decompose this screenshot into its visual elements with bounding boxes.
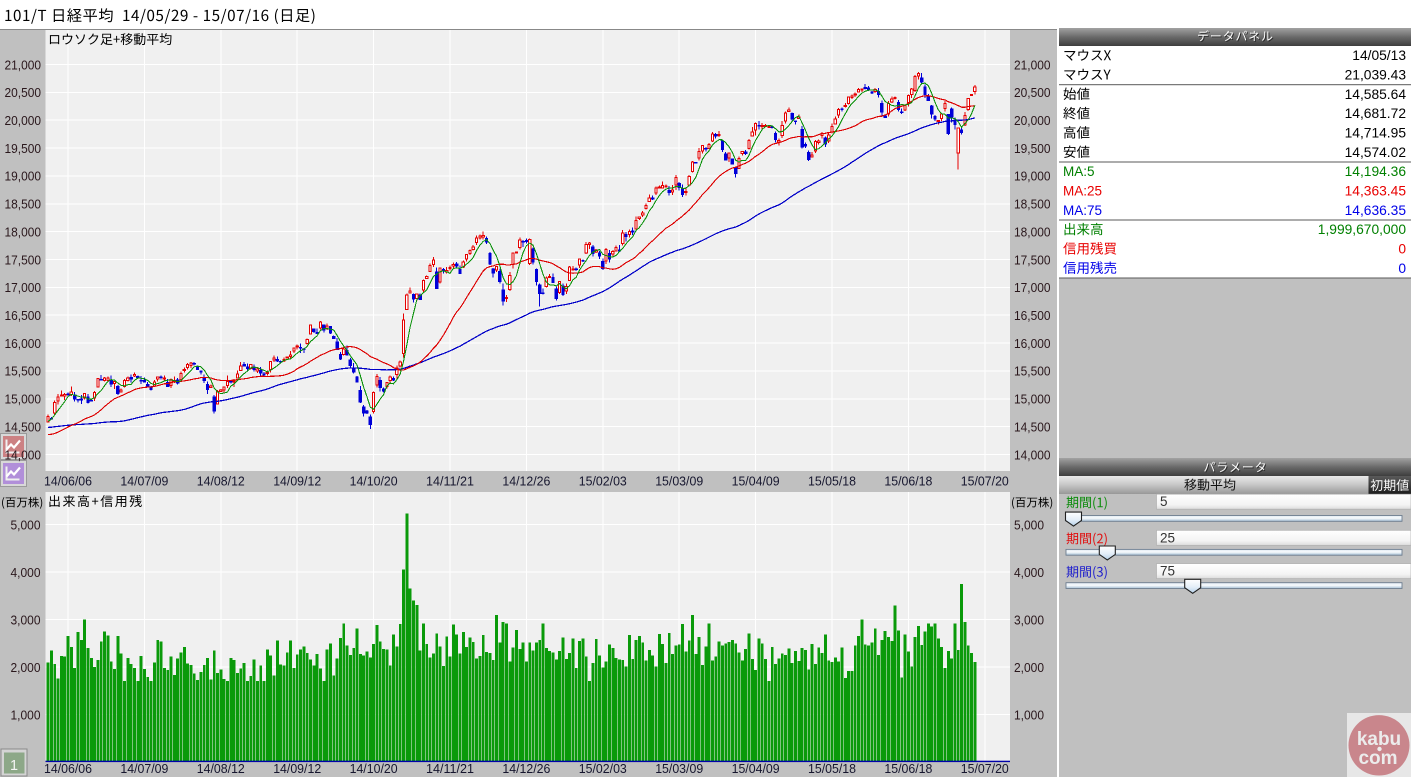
svg-text:15,000: 15,000 (5, 392, 42, 407)
svg-text:14/08/12: 14/08/12 (197, 474, 245, 489)
svg-text:14,681.72: 14,681.72 (1345, 106, 1406, 121)
svg-text:14/10/20: 14/10/20 (350, 761, 398, 776)
svg-text:14,500: 14,500 (5, 419, 42, 434)
svg-text:15,500: 15,500 (1014, 364, 1051, 379)
svg-text:19,000: 19,000 (5, 169, 42, 184)
svg-text:14,500: 14,500 (1014, 419, 1051, 434)
svg-text:15/03/09: 15/03/09 (655, 761, 703, 776)
svg-text:14/08/12: 14/08/12 (197, 761, 245, 776)
svg-text:15/02/03: 15/02/03 (579, 761, 627, 776)
svg-text:19,500: 19,500 (1014, 141, 1051, 156)
svg-text:14/06/06: 14/06/06 (44, 474, 92, 489)
svg-text:4,000: 4,000 (1014, 565, 1044, 580)
svg-text:3,000: 3,000 (11, 612, 41, 627)
svg-text:14/05/13: 14/05/13 (1352, 48, 1406, 63)
svg-text:25: 25 (1160, 530, 1175, 545)
svg-text:1,000: 1,000 (1014, 707, 1044, 722)
svg-text:2,000: 2,000 (11, 660, 41, 675)
svg-text:19,500: 19,500 (5, 141, 42, 156)
svg-text:17,500: 17,500 (5, 252, 42, 267)
svg-text:3,000: 3,000 (1014, 612, 1044, 627)
svg-text:14,000: 14,000 (5, 447, 42, 462)
svg-text:20,000: 20,000 (5, 113, 42, 128)
svg-text:MA:25: MA:25 (1063, 184, 1102, 199)
svg-text:16,500: 16,500 (5, 308, 42, 323)
svg-text:16,000: 16,000 (5, 336, 42, 351)
svg-text:1,000: 1,000 (11, 707, 41, 722)
svg-text:14/07/09: 14/07/09 (120, 761, 168, 776)
svg-text:21,039.43: 21,039.43 (1345, 68, 1407, 83)
svg-text:15/05/18: 15/05/18 (808, 761, 856, 776)
svg-text:21,000: 21,000 (5, 57, 42, 72)
svg-text:14,194.36: 14,194.36 (1345, 164, 1407, 179)
svg-text:15/07/20: 15/07/20 (961, 761, 1009, 776)
svg-text:15,500: 15,500 (5, 364, 42, 379)
svg-text:75: 75 (1160, 564, 1175, 579)
svg-text:com: com (1358, 748, 1397, 769)
svg-text:14/06/06: 14/06/06 (44, 761, 92, 776)
svg-text:1: 1 (10, 758, 18, 774)
svg-text:14,714.95: 14,714.95 (1345, 126, 1407, 141)
svg-text:14/09/12: 14/09/12 (273, 761, 321, 776)
svg-text:14,585.64: 14,585.64 (1345, 87, 1407, 102)
svg-text:15/06/18: 15/06/18 (884, 761, 932, 776)
svg-text:14/09/12: 14/09/12 (273, 474, 321, 489)
svg-text:17,500: 17,500 (1014, 252, 1051, 267)
svg-text:14,574.02: 14,574.02 (1345, 145, 1406, 160)
svg-text:5: 5 (1160, 494, 1168, 509)
svg-text:14,363.45: 14,363.45 (1345, 184, 1407, 199)
svg-text:18,500: 18,500 (5, 197, 42, 212)
svg-text:5,000: 5,000 (11, 517, 41, 532)
svg-text:15,000: 15,000 (1014, 392, 1051, 407)
svg-text:1,999,670,000: 1,999,670,000 (1318, 222, 1407, 237)
svg-text:14/12/26: 14/12/26 (502, 761, 550, 776)
svg-text:18,500: 18,500 (1014, 197, 1051, 212)
svg-text:14,636.35: 14,636.35 (1345, 203, 1407, 218)
svg-text:18,000: 18,000 (1014, 224, 1051, 239)
svg-text:16,500: 16,500 (1014, 308, 1051, 323)
svg-text:15/03/09: 15/03/09 (655, 474, 703, 489)
svg-text:5,000: 5,000 (1014, 517, 1044, 532)
svg-text:20,000: 20,000 (1014, 113, 1051, 128)
svg-text:14,000: 14,000 (1014, 447, 1051, 462)
svg-text:15/04/09: 15/04/09 (732, 474, 780, 489)
svg-text:17,000: 17,000 (5, 280, 42, 295)
svg-text:20,500: 20,500 (1014, 85, 1051, 100)
svg-text:18,000: 18,000 (5, 224, 42, 239)
svg-text:17,000: 17,000 (1014, 280, 1051, 295)
svg-text:15/04/09: 15/04/09 (732, 761, 780, 776)
svg-text:0: 0 (1398, 242, 1406, 257)
svg-text:14/07/09: 14/07/09 (120, 474, 168, 489)
svg-text:14/11/21: 14/11/21 (426, 761, 474, 776)
svg-text:16,000: 16,000 (1014, 336, 1051, 351)
svg-text:0: 0 (1398, 261, 1406, 276)
svg-text:4,000: 4,000 (11, 565, 41, 580)
svg-text:15/05/18: 15/05/18 (808, 474, 856, 489)
svg-text:15/06/18: 15/06/18 (884, 474, 932, 489)
svg-text:MA:5: MA:5 (1063, 164, 1095, 179)
svg-text:19,000: 19,000 (1014, 169, 1051, 184)
svg-text:14/11/21: 14/11/21 (426, 474, 474, 489)
svg-text:20,500: 20,500 (5, 85, 42, 100)
svg-text:MA:75: MA:75 (1063, 203, 1102, 218)
svg-text:14/10/20: 14/10/20 (350, 474, 398, 489)
svg-text:15/07/20: 15/07/20 (961, 474, 1009, 489)
svg-text:2,000: 2,000 (1014, 660, 1044, 675)
svg-text:21,000: 21,000 (1014, 57, 1051, 72)
svg-text:kabu: kabu (1357, 729, 1401, 750)
svg-text:14/12/26: 14/12/26 (502, 474, 550, 489)
svg-text:15/02/03: 15/02/03 (579, 474, 627, 489)
